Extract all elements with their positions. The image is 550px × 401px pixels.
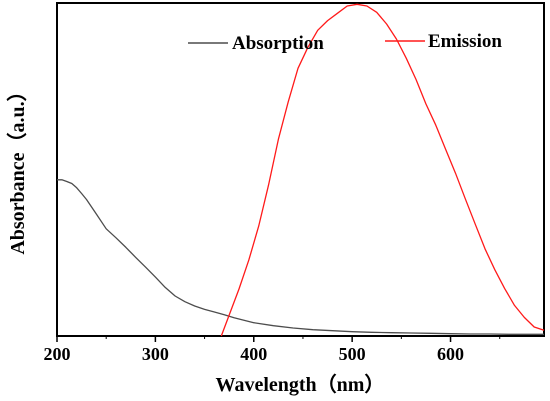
x-tick-label-400: 400 <box>240 344 267 364</box>
series-line-absorption <box>57 179 544 335</box>
x-axis-label: Wavelength（nm） <box>216 373 385 396</box>
x-axis-ticks: 200 300 400 500 600 <box>44 336 501 364</box>
x-tick-label-200: 200 <box>44 344 71 364</box>
series-layer <box>57 3 545 337</box>
x-tick-label-600: 600 <box>437 344 464 364</box>
x-tick-label-300: 300 <box>142 344 169 364</box>
plot-frame <box>56 2 545 337</box>
series-line-emission <box>220 3 545 337</box>
legend: Absorption Emission <box>188 31 502 54</box>
y-axis-label: Absorbance（a.u.） <box>6 81 29 254</box>
legend-label-absorption: Absorption <box>232 33 324 54</box>
x-tick-label-500: 500 <box>339 344 366 364</box>
legend-label-emission: Emission <box>428 31 502 52</box>
